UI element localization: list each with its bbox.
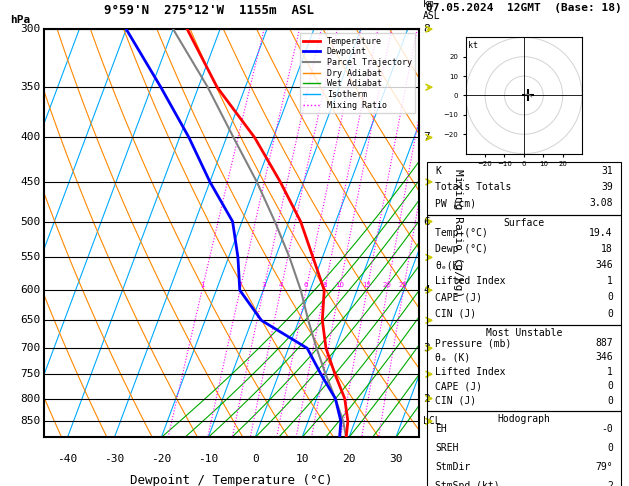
Text: 6: 6 [304,282,308,288]
Text: StmDir: StmDir [435,462,470,472]
Text: 2: 2 [423,394,430,403]
Text: 19.4: 19.4 [589,228,613,238]
Text: 0: 0 [252,454,259,464]
Text: 600: 600 [20,285,40,295]
Text: Surface: Surface [503,218,545,228]
Text: 0: 0 [607,443,613,453]
Text: km
ASL: km ASL [423,0,441,21]
Text: 450: 450 [20,177,40,187]
Text: 350: 350 [20,82,40,92]
Text: 400: 400 [20,133,40,142]
Text: 0: 0 [607,396,613,406]
Text: hPa: hPa [10,15,30,25]
Text: CIN (J): CIN (J) [435,396,476,406]
Text: 8: 8 [322,282,327,288]
Text: 2: 2 [607,482,613,486]
Text: LCL: LCL [423,417,441,426]
Text: 7: 7 [423,133,430,142]
Text: 750: 750 [20,369,40,379]
Text: 0: 0 [607,309,613,319]
Text: -40: -40 [57,454,77,464]
Text: Pressure (mb): Pressure (mb) [435,338,511,348]
Text: 6: 6 [423,217,430,226]
Text: 346: 346 [595,352,613,363]
Text: 31: 31 [601,166,613,175]
Text: Lifted Index: Lifted Index [435,367,506,377]
Text: 10: 10 [295,454,309,464]
Text: 3: 3 [261,282,265,288]
Text: 800: 800 [20,394,40,403]
Text: 79°: 79° [595,462,613,472]
Text: 10: 10 [335,282,344,288]
Text: Mixing Ratio (g/kg): Mixing Ratio (g/kg) [453,169,463,297]
Text: 2: 2 [238,282,242,288]
Text: 850: 850 [20,417,40,426]
Text: 300: 300 [20,24,40,34]
Text: θₑ (K): θₑ (K) [435,352,470,363]
Text: 887: 887 [595,338,613,348]
Text: 39: 39 [601,182,613,192]
Text: 700: 700 [20,343,40,353]
Text: Lifted Index: Lifted Index [435,277,506,286]
Text: 20: 20 [342,454,355,464]
Text: -10: -10 [198,454,218,464]
Text: Temp (°C): Temp (°C) [435,228,488,238]
Text: K: K [435,166,441,175]
Text: 25: 25 [399,282,408,288]
Text: 20: 20 [383,282,392,288]
Text: -30: -30 [104,454,125,464]
Text: CAPE (J): CAPE (J) [435,293,482,302]
Text: 1: 1 [607,367,613,377]
Text: 0: 0 [607,293,613,302]
Text: Most Unstable: Most Unstable [486,329,562,338]
Text: EH: EH [435,424,447,434]
Text: 8: 8 [423,24,430,34]
Text: 650: 650 [20,315,40,325]
Text: PW (cm): PW (cm) [435,198,476,208]
Text: -20: -20 [151,454,172,464]
Text: 4: 4 [423,285,430,295]
Text: -0: -0 [601,424,613,434]
Text: Hodograph: Hodograph [498,414,550,424]
Text: 18: 18 [601,244,613,254]
Text: 346: 346 [595,260,613,270]
Text: 3: 3 [423,343,430,353]
Text: 1: 1 [200,282,204,288]
Text: 0: 0 [607,382,613,391]
Text: 15: 15 [362,282,372,288]
Text: 4: 4 [279,282,283,288]
Text: 07.05.2024  12GMT  (Base: 18): 07.05.2024 12GMT (Base: 18) [426,3,621,13]
Text: 500: 500 [20,217,40,226]
Text: SREH: SREH [435,443,459,453]
Text: θₑ(K): θₑ(K) [435,260,464,270]
Text: 9°59'N  275°12'W  1155m  ASL: 9°59'N 275°12'W 1155m ASL [104,4,314,17]
Text: Dewpoint / Temperature (°C): Dewpoint / Temperature (°C) [130,474,333,486]
Text: 30: 30 [389,454,403,464]
Text: 3.08: 3.08 [589,198,613,208]
Text: 1: 1 [607,277,613,286]
Text: Dewp (°C): Dewp (°C) [435,244,488,254]
Text: Totals Totals: Totals Totals [435,182,511,192]
Text: CIN (J): CIN (J) [435,309,476,319]
Text: CAPE (J): CAPE (J) [435,382,482,391]
Text: 550: 550 [20,252,40,262]
Text: StmSpd (kt): StmSpd (kt) [435,482,499,486]
Legend: Temperature, Dewpoint, Parcel Trajectory, Dry Adiabat, Wet Adiabat, Isotherm, Mi: Temperature, Dewpoint, Parcel Trajectory… [300,34,415,113]
